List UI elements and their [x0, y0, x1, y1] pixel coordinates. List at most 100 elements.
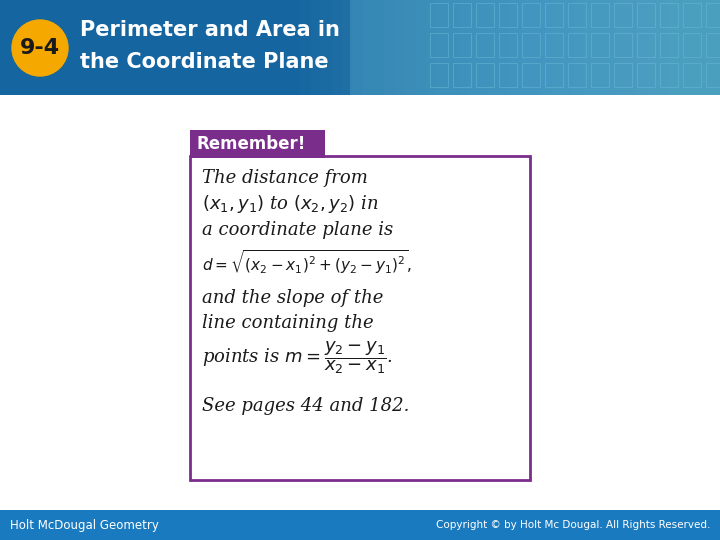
- Circle shape: [12, 20, 68, 76]
- Bar: [522, 33, 540, 57]
- Text: See pages 44 and 182.: See pages 44 and 182.: [202, 397, 410, 415]
- Bar: [573, 0, 720, 95]
- Bar: [489, 0, 720, 95]
- Bar: [678, 0, 720, 95]
- Bar: [436, 0, 720, 95]
- Bar: [476, 33, 494, 57]
- Bar: [499, 3, 517, 27]
- Bar: [657, 0, 720, 95]
- Bar: [552, 0, 720, 95]
- Text: Copyright © by Holt Mc Dougal. All Rights Reserved.: Copyright © by Holt Mc Dougal. All Right…: [436, 520, 710, 530]
- Bar: [706, 3, 720, 27]
- Bar: [591, 63, 609, 87]
- Bar: [545, 63, 563, 87]
- Bar: [615, 0, 720, 95]
- Text: and the slope of the: and the slope of the: [202, 289, 383, 307]
- Bar: [476, 63, 494, 87]
- Bar: [614, 33, 632, 57]
- Bar: [583, 0, 720, 95]
- Bar: [647, 0, 720, 95]
- Bar: [353, 0, 720, 95]
- Bar: [660, 3, 678, 27]
- Bar: [453, 63, 471, 87]
- Bar: [683, 33, 701, 57]
- Bar: [350, 0, 720, 95]
- Text: The distance from: The distance from: [202, 169, 368, 187]
- Bar: [699, 0, 720, 95]
- Bar: [545, 33, 563, 57]
- Bar: [568, 3, 586, 27]
- Bar: [499, 63, 517, 87]
- Bar: [415, 0, 720, 95]
- Bar: [430, 33, 448, 57]
- Bar: [300, 0, 720, 95]
- Text: Perimeter and Area in: Perimeter and Area in: [80, 20, 340, 40]
- Bar: [541, 0, 720, 95]
- Bar: [453, 33, 471, 57]
- Bar: [457, 0, 720, 95]
- Bar: [405, 0, 720, 95]
- Text: Remember!: Remember!: [197, 135, 307, 153]
- Bar: [614, 3, 632, 27]
- Text: points is $m = \dfrac{y_2 - y_1}{x_2 - x_1}$.: points is $m = \dfrac{y_2 - y_1}{x_2 - x…: [202, 340, 393, 376]
- Bar: [0, 510, 720, 540]
- Bar: [426, 0, 720, 95]
- Bar: [637, 63, 655, 87]
- Bar: [522, 3, 540, 27]
- Bar: [709, 0, 720, 95]
- Bar: [510, 0, 720, 95]
- Bar: [594, 0, 720, 95]
- Bar: [430, 63, 448, 87]
- Bar: [476, 3, 494, 27]
- Text: $d = \sqrt{(x_2 - x_1)^2 + (y_2 - y_1)^2},$: $d = \sqrt{(x_2 - x_1)^2 + (y_2 - y_1)^2…: [202, 248, 412, 276]
- Bar: [637, 3, 655, 27]
- Bar: [683, 3, 701, 27]
- Bar: [499, 33, 517, 57]
- Bar: [522, 63, 540, 87]
- Bar: [430, 3, 448, 27]
- Bar: [545, 3, 563, 27]
- Text: 9-4: 9-4: [20, 38, 60, 58]
- Text: line containing the: line containing the: [202, 314, 374, 332]
- Bar: [0, 0, 720, 95]
- Bar: [562, 0, 720, 95]
- Bar: [395, 0, 720, 95]
- Bar: [614, 63, 632, 87]
- Bar: [706, 63, 720, 87]
- Bar: [667, 0, 720, 95]
- Bar: [500, 0, 720, 95]
- Bar: [453, 3, 471, 27]
- Bar: [636, 0, 720, 95]
- Bar: [706, 33, 720, 57]
- Text: the Coordinate Plane: the Coordinate Plane: [80, 52, 328, 72]
- Bar: [384, 0, 720, 95]
- Bar: [479, 0, 720, 95]
- Bar: [468, 0, 720, 95]
- Bar: [190, 130, 325, 158]
- Bar: [683, 63, 701, 87]
- Bar: [363, 0, 720, 95]
- Bar: [568, 33, 586, 57]
- Bar: [660, 63, 678, 87]
- Text: a coordinate plane is: a coordinate plane is: [202, 221, 393, 239]
- Bar: [0, 95, 720, 510]
- Bar: [190, 156, 530, 480]
- Bar: [310, 0, 720, 95]
- Bar: [342, 0, 720, 95]
- Bar: [447, 0, 720, 95]
- Bar: [637, 33, 655, 57]
- Bar: [688, 0, 720, 95]
- Bar: [626, 0, 720, 95]
- Bar: [591, 3, 609, 27]
- Bar: [568, 63, 586, 87]
- Bar: [321, 0, 720, 95]
- Bar: [531, 0, 720, 95]
- Bar: [521, 0, 720, 95]
- Bar: [331, 0, 720, 95]
- Bar: [374, 0, 720, 95]
- Bar: [660, 33, 678, 57]
- Bar: [605, 0, 720, 95]
- Text: $(x_1, y_1)$ to $(x_2, y_2)$ in: $(x_1, y_1)$ to $(x_2, y_2)$ in: [202, 193, 379, 215]
- Text: Holt McDougal Geometry: Holt McDougal Geometry: [10, 518, 159, 531]
- Bar: [591, 33, 609, 57]
